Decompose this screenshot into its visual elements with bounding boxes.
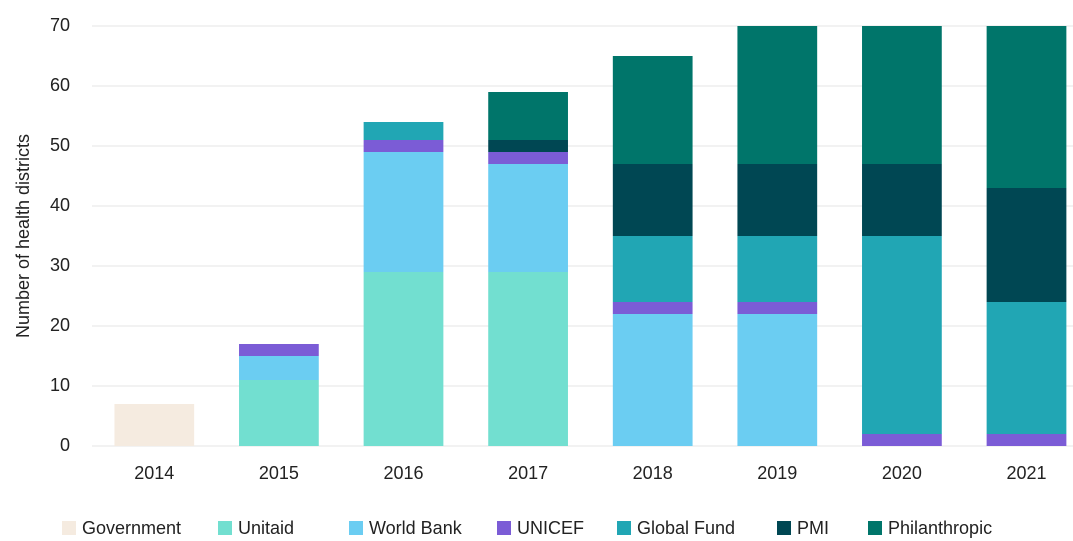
bar-segment — [239, 380, 319, 446]
bar-segment — [737, 236, 818, 302]
x-tick-label: 2017 — [508, 463, 548, 483]
y-tick-label: 40 — [50, 195, 70, 215]
legend-swatch — [777, 521, 791, 535]
bar-segment — [612, 314, 693, 446]
bar-segment — [239, 356, 319, 380]
bar-segment — [363, 272, 444, 446]
y-axis-label: Number of health districts — [13, 134, 33, 338]
bar-segment — [488, 92, 568, 140]
x-tick-label: 2018 — [633, 463, 673, 483]
legend-swatch — [868, 521, 882, 535]
x-tick-label: 2021 — [1006, 463, 1046, 483]
y-tick-label: 50 — [50, 135, 70, 155]
legend-label: Unitaid — [238, 518, 294, 538]
bar-segment — [488, 164, 568, 272]
legend-label: UNICEF — [517, 518, 584, 538]
bar-segment — [862, 26, 942, 164]
x-tick-label: 2020 — [882, 463, 922, 483]
y-tick-label: 0 — [60, 435, 70, 455]
bar-segment — [862, 236, 942, 434]
legend-label: Government — [82, 518, 181, 538]
y-tick-label: 10 — [50, 375, 70, 395]
legend-swatch — [218, 521, 232, 535]
legend-label: Global Fund — [637, 518, 735, 538]
bar-segment — [114, 404, 195, 446]
bar-segment — [986, 302, 1067, 434]
legend-swatch — [62, 521, 76, 535]
bar-segment — [737, 302, 818, 314]
legend-swatch — [349, 521, 363, 535]
bar-segment — [612, 164, 693, 236]
bar-segment — [986, 188, 1067, 302]
y-tick-label: 30 — [50, 255, 70, 275]
bar-segment — [612, 236, 693, 302]
bar-segment — [488, 140, 568, 152]
x-tick-label: 2015 — [259, 463, 299, 483]
bar-segment — [363, 140, 444, 152]
legend-label: World Bank — [369, 518, 463, 538]
bar-segment — [986, 434, 1067, 446]
legend-label: PMI — [797, 518, 829, 538]
bar-segment — [363, 122, 444, 140]
bar-segment — [488, 152, 568, 164]
bar-segment — [862, 164, 942, 236]
x-tick-label: 2019 — [757, 463, 797, 483]
bar-segment — [737, 314, 818, 446]
bar-segment — [986, 26, 1067, 188]
bar-segment — [862, 434, 942, 446]
y-tick-label: 70 — [50, 15, 70, 35]
bar-segment — [612, 302, 693, 314]
legend-label: Philanthropic — [888, 518, 992, 538]
bar-segment — [612, 56, 693, 164]
y-tick-label: 60 — [50, 75, 70, 95]
legend-swatch — [497, 521, 511, 535]
x-tick-label: 2014 — [134, 463, 174, 483]
bar-segment — [363, 152, 444, 272]
legend-swatch — [617, 521, 631, 535]
x-tick-label: 2016 — [383, 463, 423, 483]
y-tick-label: 20 — [50, 315, 70, 335]
bar-segment — [737, 26, 818, 164]
bar-segment — [737, 164, 818, 236]
bar-segment — [239, 344, 319, 356]
bar-segment — [488, 272, 568, 446]
